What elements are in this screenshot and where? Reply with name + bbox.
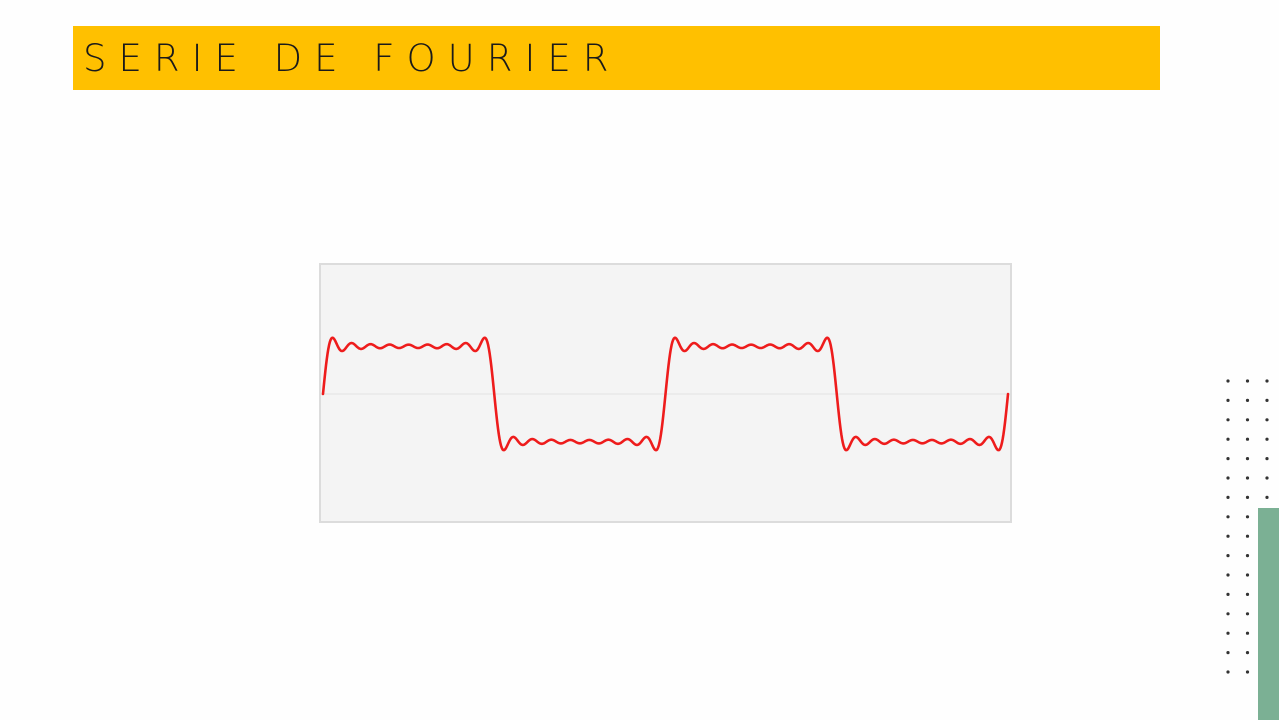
decorative-dot	[1226, 612, 1230, 616]
decorative-dot	[1226, 398, 1230, 402]
decorative-dot	[1265, 495, 1269, 499]
decorative-dot	[1226, 554, 1230, 558]
decorative-dot	[1245, 651, 1250, 655]
decorative-dot	[1265, 437, 1269, 441]
decorative-dot	[1245, 515, 1250, 519]
decorative-dot	[1265, 457, 1269, 461]
decorative-dot	[1226, 495, 1230, 499]
fourier-wave-curve	[321, 336, 1010, 452]
slide-title: SERIE DE FOURIER	[83, 36, 621, 80]
decorative-dot	[1226, 437, 1230, 441]
decorative-dot	[1245, 495, 1250, 499]
decorative-dot	[1226, 418, 1230, 422]
decorative-dot	[1226, 515, 1230, 519]
decorative-dot	[1245, 437, 1250, 441]
decorative-dot	[1265, 398, 1269, 402]
decorative-dot	[1265, 379, 1269, 383]
decorative-dot	[1245, 592, 1250, 596]
decorative-dot	[1265, 476, 1269, 480]
accent-bar	[1258, 508, 1279, 720]
decorative-dot	[1245, 476, 1250, 480]
decorative-dot	[1245, 631, 1250, 635]
decorative-dot	[1245, 457, 1250, 461]
decorative-dot	[1226, 457, 1230, 461]
decorative-dot	[1226, 651, 1230, 655]
decorative-dot	[1245, 398, 1250, 402]
fourier-square-wave-figure	[319, 263, 1012, 523]
decorative-dot	[1226, 534, 1230, 538]
decorative-dot	[1245, 534, 1250, 538]
decorative-dot	[1245, 379, 1250, 383]
decorative-dot	[1226, 476, 1230, 480]
decorative-dot	[1245, 573, 1250, 577]
decorative-dot	[1226, 592, 1230, 596]
wave-svg	[321, 265, 1010, 521]
decorative-dot	[1245, 670, 1250, 674]
decorative-dot	[1245, 418, 1250, 422]
decorative-dot	[1265, 418, 1269, 422]
decorative-dot	[1226, 379, 1230, 383]
decorative-dot	[1245, 554, 1250, 558]
decorative-dot	[1226, 631, 1230, 635]
decorative-dot	[1245, 612, 1250, 616]
decorative-dot	[1226, 670, 1230, 674]
title-bar: SERIE DE FOURIER	[73, 26, 1160, 90]
decorative-dot	[1226, 573, 1230, 577]
